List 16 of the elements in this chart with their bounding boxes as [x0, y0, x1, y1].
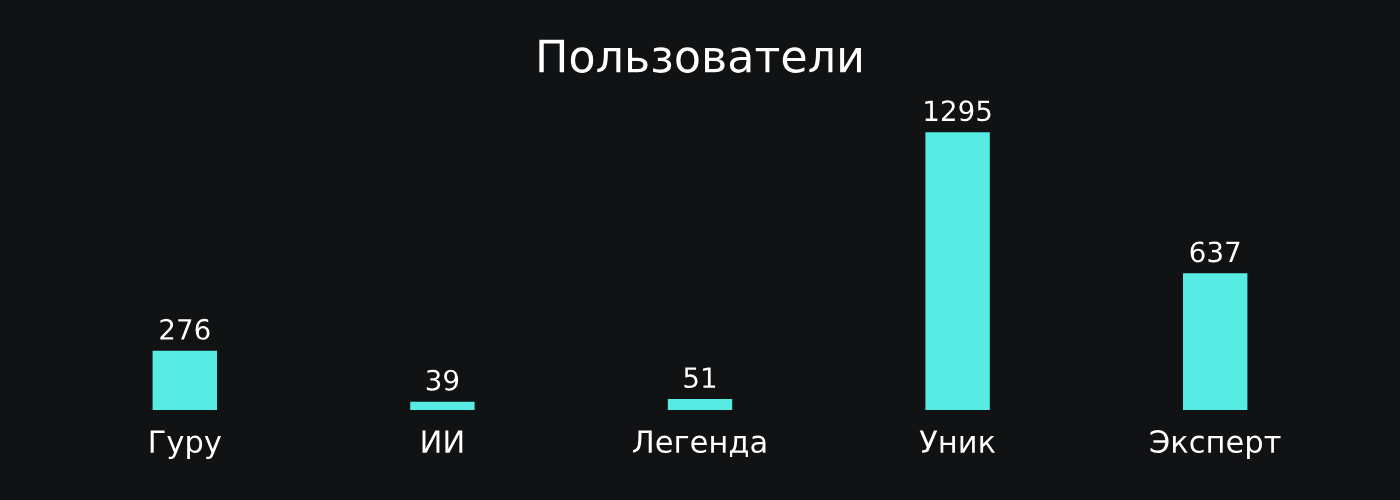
- chart-title: Пользователи: [539, 39, 861, 73]
- bar: [925, 132, 990, 410]
- bar: [1183, 273, 1248, 410]
- bar: [667, 399, 733, 410]
- x-tick-label: Уник: [919, 430, 996, 453]
- bar: [152, 350, 217, 410]
- x-tick-label: Легенда: [633, 430, 766, 457]
- data-label: 39: [426, 369, 459, 391]
- x-tick-label: ИИ: [422, 430, 463, 453]
- bar: [410, 401, 475, 410]
- data-label: 276: [160, 318, 210, 340]
- x-tick-label: Гуру: [150, 430, 221, 460]
- x-tick-label: Эксперт: [1150, 429, 1281, 460]
- data-label: 1295: [925, 100, 991, 122]
- data-label: 637: [1190, 241, 1240, 263]
- data-label: 51: [684, 367, 716, 389]
